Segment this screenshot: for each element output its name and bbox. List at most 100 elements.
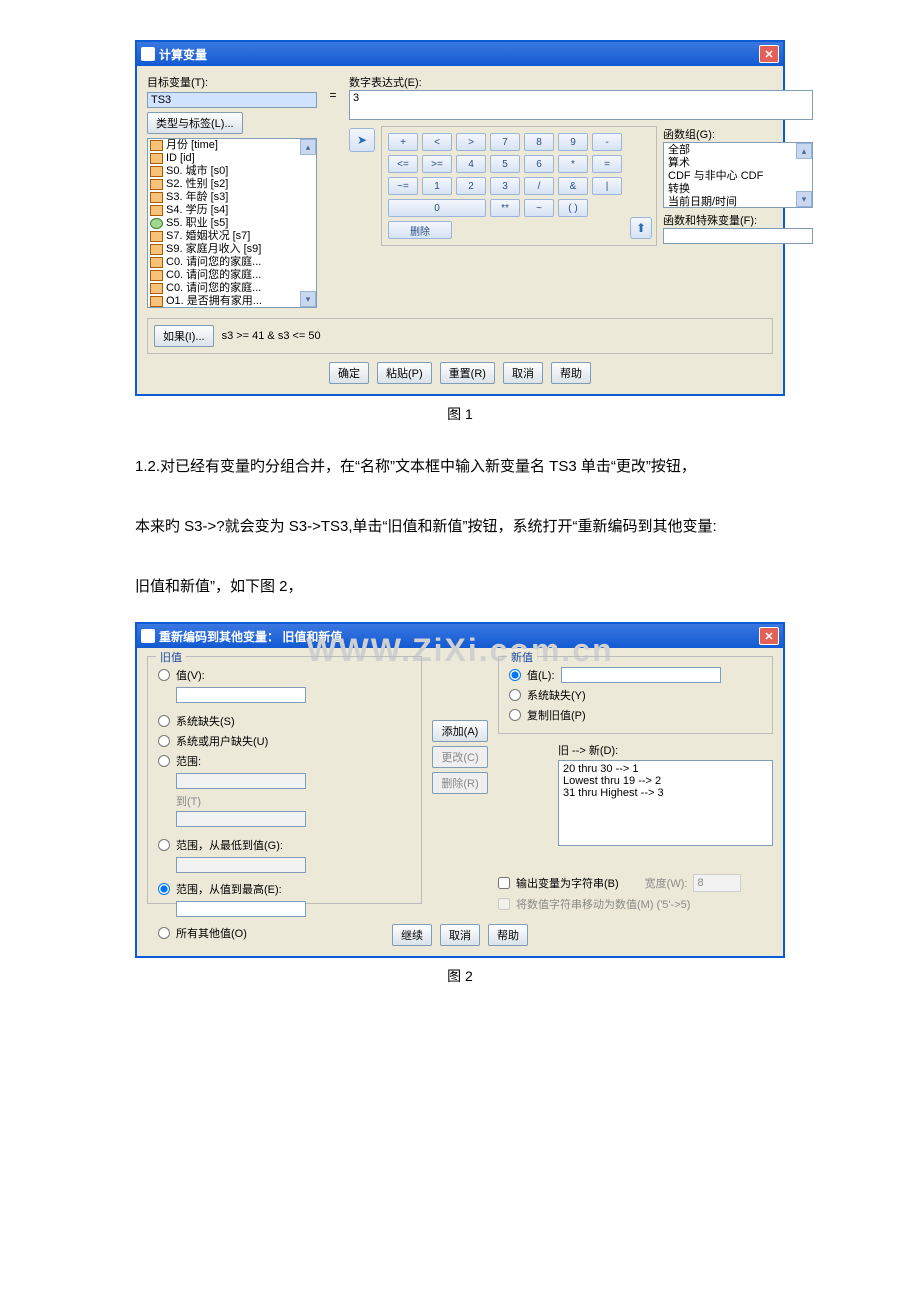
- keypad-key[interactable]: +: [388, 133, 418, 151]
- right-column: 数字表达式(E): 3 ➤ +<>789-<=>=456*=~=123/&|0*…: [349, 74, 813, 308]
- variable-list-item[interactable]: S7. 婚姻状况 [s7]: [148, 230, 316, 243]
- width-label: 宽度(W):: [645, 875, 688, 891]
- keypad-key[interactable]: /: [524, 177, 554, 195]
- keypad-key[interactable]: 3: [490, 177, 520, 195]
- keypad-key[interactable]: 8: [524, 133, 554, 151]
- old-legend: 旧值: [156, 649, 186, 665]
- old-range-hi-input[interactable]: [176, 901, 306, 917]
- variable-list-item[interactable]: S2. 性别 [s2]: [148, 178, 316, 191]
- variable-list-item[interactable]: S3. 年龄 [s3]: [148, 191, 316, 204]
- old-allother-radio[interactable]: [158, 927, 170, 939]
- old-range-lo-input[interactable]: [176, 857, 306, 873]
- old-value-input[interactable]: [176, 687, 306, 703]
- keypad-key[interactable]: |: [592, 177, 622, 195]
- keypad-key[interactable]: <=: [388, 155, 418, 173]
- keypad-key[interactable]: ~: [524, 199, 554, 217]
- old-range-from-input[interactable]: [176, 773, 306, 789]
- change-button[interactable]: 更改(C): [432, 746, 488, 768]
- close-icon[interactable]: ✕: [759, 45, 779, 63]
- oldnew-list-item[interactable]: Lowest thru 19 --> 2: [563, 775, 768, 787]
- output-string-checkbox[interactable]: [498, 877, 510, 889]
- variable-list-label: S3. 年龄 [s3]: [166, 191, 228, 204]
- old-sysuser-radio[interactable]: [158, 735, 170, 747]
- if-condition-text: s3 >= 41 & s3 <= 50: [222, 330, 321, 342]
- old-range-hi-radio[interactable]: [158, 883, 170, 895]
- dialog1-footer-button[interactable]: 取消: [503, 362, 543, 384]
- expression-input[interactable]: 3: [349, 90, 813, 120]
- variable-list-label: C0. 请问您的家庭...: [166, 282, 261, 295]
- keypad-key[interactable]: **: [490, 199, 520, 217]
- dialog2-footer-button[interactable]: 取消: [440, 924, 480, 946]
- keypad-key[interactable]: =: [592, 155, 622, 173]
- add-button[interactable]: 添加(A): [432, 720, 488, 742]
- func-group-item[interactable]: 转换: [666, 183, 810, 196]
- oldnew-listbox[interactable]: 20 thru 30 --> 1Lowest thru 19 --> 231 t…: [558, 760, 773, 846]
- func-special-listbox[interactable]: [663, 228, 813, 244]
- dialog1-footer-button[interactable]: 重置(R): [440, 362, 495, 384]
- keypad-key[interactable]: 2: [456, 177, 486, 195]
- old-sysmis-radio[interactable]: [158, 715, 170, 727]
- variable-list-item[interactable]: C0. 请问您的家庭...: [148, 282, 316, 295]
- scroll-down-icon[interactable]: ▾: [300, 291, 316, 307]
- variable-list-item[interactable]: S0. 城市 [s0]: [148, 165, 316, 178]
- variable-list-item[interactable]: S9. 家庭月收入 [s9]: [148, 243, 316, 256]
- keypad-key[interactable]: 7: [490, 133, 520, 151]
- oldnew-list-label: 旧 --> 新(D):: [558, 742, 773, 758]
- new-sysmis-radio[interactable]: [509, 689, 521, 701]
- if-button[interactable]: 如果(I)...: [154, 325, 214, 347]
- variable-list-item[interactable]: O1. 是否拥有家用...: [148, 295, 316, 308]
- dialog1-footer-button[interactable]: 粘贴(P): [377, 362, 432, 384]
- variable-list-item[interactable]: C0. 请问您的家庭...: [148, 256, 316, 269]
- scroll-down-icon[interactable]: ▾: [796, 191, 812, 207]
- remove-button[interactable]: 删除(R): [432, 772, 488, 794]
- dialog1-footer-button[interactable]: 确定: [329, 362, 369, 384]
- func-group-item[interactable]: CDF 与非中心 CDF: [666, 170, 810, 183]
- keypad-key[interactable]: 9: [558, 133, 588, 151]
- dialog1-footer-button[interactable]: 帮助: [551, 362, 591, 384]
- old-value-radio[interactable]: [158, 669, 170, 681]
- old-range-to-input[interactable]: [176, 811, 306, 827]
- keypad-key[interactable]: <: [422, 133, 452, 151]
- type-label-button[interactable]: 类型与标签(L)...: [147, 112, 243, 134]
- variable-listbox[interactable]: ▴ 月份 [time]ID [id]S0. 城市 [s0]S2. 性别 [s2]…: [147, 138, 317, 308]
- func-group-item[interactable]: 当前日期/时间: [666, 196, 810, 208]
- keypad-key-0[interactable]: 0: [388, 199, 486, 217]
- keypad-key[interactable]: *: [558, 155, 588, 173]
- func-group-item[interactable]: 全部: [666, 144, 810, 157]
- keypad-key[interactable]: ( ): [558, 199, 588, 217]
- keypad-key[interactable]: 4: [456, 155, 486, 173]
- keypad-key[interactable]: 6: [524, 155, 554, 173]
- keypad-key[interactable]: -: [592, 133, 622, 151]
- target-var-input[interactable]: [147, 92, 317, 108]
- func-group-listbox[interactable]: ▴ 全部算术CDF 与非中心 CDF转换当前日期/时间日期运算日期创建 ▾: [663, 142, 813, 208]
- variable-list-item[interactable]: 月份 [time]: [148, 139, 316, 152]
- keypad-key[interactable]: &: [558, 177, 588, 195]
- dialog2-footer-button[interactable]: 帮助: [488, 924, 528, 946]
- keypad-key[interactable]: 1: [422, 177, 452, 195]
- variable-list-item[interactable]: ID [id]: [148, 152, 316, 165]
- keypad-key[interactable]: >=: [422, 155, 452, 173]
- width-input[interactable]: [693, 874, 741, 892]
- new-copy-radio[interactable]: [509, 709, 521, 721]
- new-sysmis-label: 系统缺失(Y): [527, 687, 586, 703]
- oldnew-list-item[interactable]: 20 thru 30 --> 1: [563, 763, 768, 775]
- oldnew-list-item[interactable]: 31 thru Highest --> 3: [563, 787, 768, 799]
- variable-list-item[interactable]: S5. 职业 [s5]: [148, 217, 316, 230]
- keypad-key[interactable]: >: [456, 133, 486, 151]
- new-value-radio[interactable]: [509, 669, 521, 681]
- func-group-item[interactable]: 算术: [666, 157, 810, 170]
- close-icon[interactable]: ✕: [759, 627, 779, 645]
- scroll-up-icon[interactable]: ▴: [300, 139, 316, 155]
- keypad-key-delete[interactable]: 删除: [388, 221, 452, 239]
- keypad-key[interactable]: 5: [490, 155, 520, 173]
- new-value-input[interactable]: [561, 667, 721, 683]
- move-right-arrow-button[interactable]: ➤: [349, 128, 375, 152]
- variable-list-item[interactable]: C0. 请问您的家庭...: [148, 269, 316, 282]
- variable-list-label: O1. 是否拥有家用...: [166, 295, 262, 308]
- move-up-arrow-button[interactable]: ⬆: [630, 217, 652, 239]
- old-range-radio[interactable]: [158, 755, 170, 767]
- scroll-up-icon[interactable]: ▴: [796, 143, 812, 159]
- old-range-lo-radio[interactable]: [158, 839, 170, 851]
- keypad-key[interactable]: ~=: [388, 177, 418, 195]
- variable-list-item[interactable]: S4. 学历 [s4]: [148, 204, 316, 217]
